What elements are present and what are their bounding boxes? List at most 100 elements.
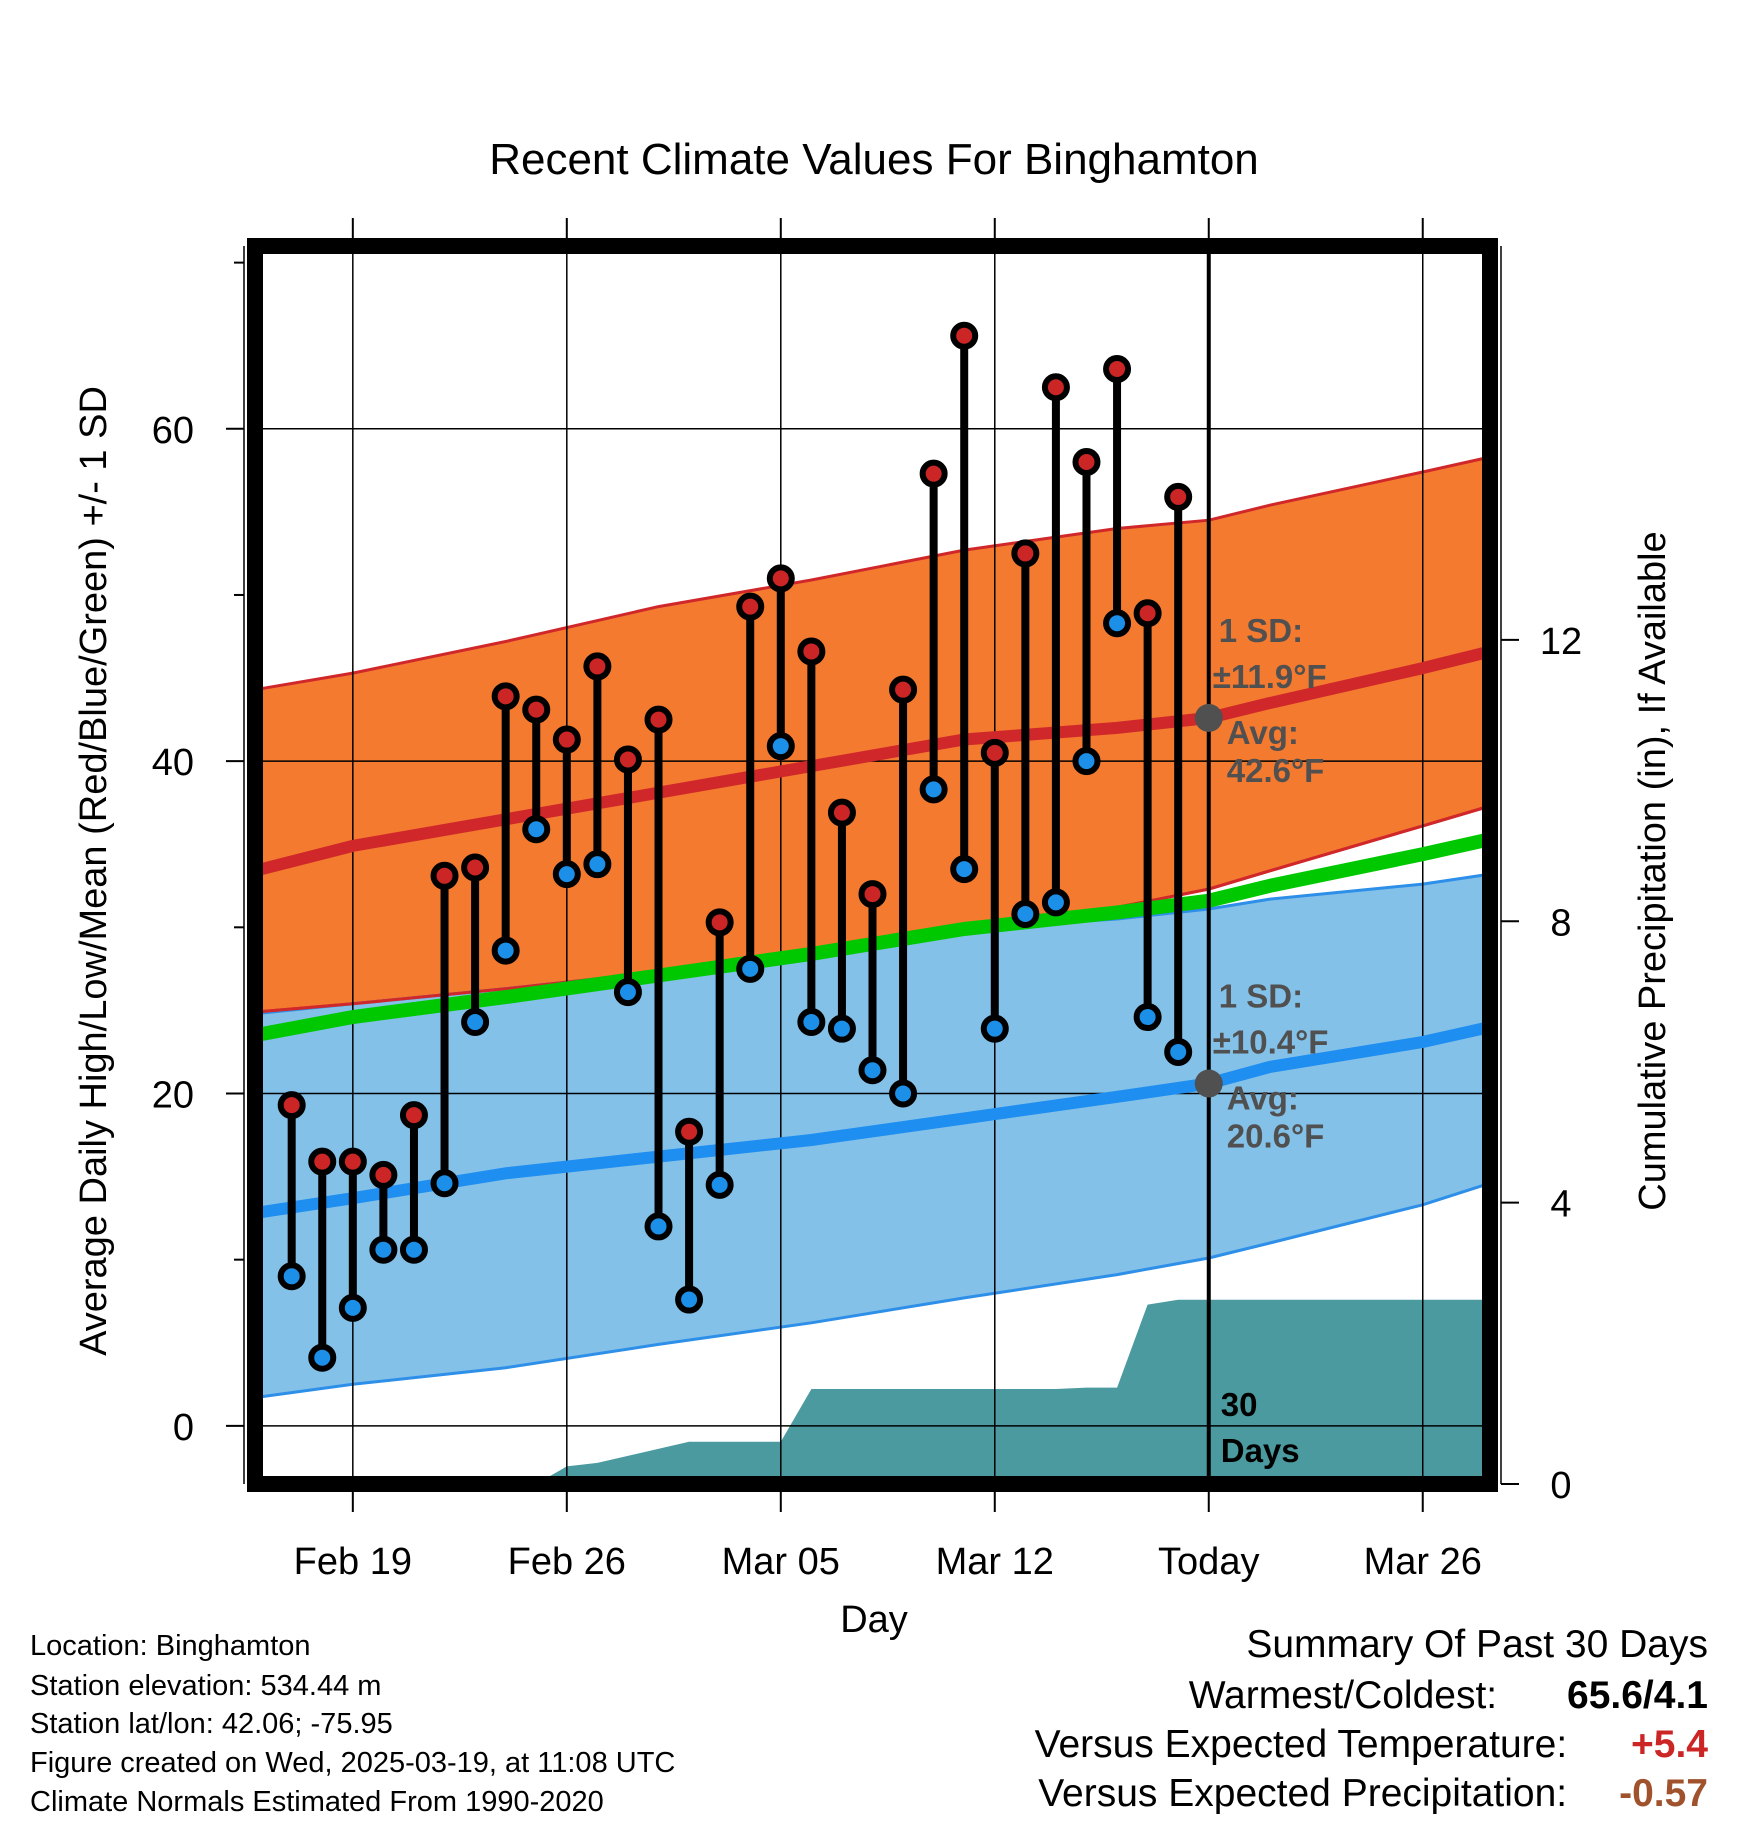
low-avg-label: Avg: xyxy=(1227,1080,1299,1117)
day-observation xyxy=(308,1147,337,1372)
high-point xyxy=(858,880,887,909)
day-observation xyxy=(919,459,948,804)
high-point xyxy=(277,1091,306,1120)
day-observation xyxy=(277,1091,306,1291)
summary-precip: Versus Expected Precipitation: -0.57 xyxy=(1038,1772,1708,1816)
high-point xyxy=(308,1147,337,1176)
high-point xyxy=(583,652,612,681)
info-elevation: Station elevation: 534.44 m xyxy=(30,1670,382,1702)
day-observation xyxy=(399,1101,428,1264)
high-point xyxy=(491,682,520,711)
x-tick-label: Mar 12 xyxy=(936,1541,1054,1583)
axes: 0 20 40 60 0 4 8 12 Feb 19 Feb 26 Mar 05 Mar 12 Toda… xyxy=(152,218,1582,1583)
x-tick-label: Mar 26 xyxy=(1364,1541,1482,1583)
high-point xyxy=(338,1147,367,1176)
x-axis-label: Day xyxy=(840,1599,908,1641)
day-observation xyxy=(491,682,520,965)
low-point xyxy=(308,1343,337,1372)
day-observation xyxy=(797,637,826,1037)
low-avg-value: 20.6°F xyxy=(1227,1118,1325,1155)
low-point xyxy=(552,860,581,889)
day-observation xyxy=(675,1117,704,1314)
summary-warm-cold: Warmest/Coldest: 65.6/4.1 xyxy=(1189,1674,1708,1718)
summary-precip-label: Versus Expected Precipitation: xyxy=(1038,1772,1568,1815)
low-point xyxy=(980,1014,1009,1043)
high-point xyxy=(644,705,673,734)
info-created: Figure created on Wed, 2025-03-19, at 11… xyxy=(30,1747,676,1779)
low-point xyxy=(1103,609,1132,638)
low-point xyxy=(522,815,551,844)
high-point xyxy=(827,798,856,827)
x-tick-label: Mar 05 xyxy=(722,1541,840,1583)
day-observation xyxy=(766,564,795,761)
summary-precip-value: -0.57 xyxy=(1619,1772,1708,1815)
x-tick-label: Feb 19 xyxy=(294,1541,412,1583)
y2-tick-label: 8 xyxy=(1550,902,1571,944)
day-observation xyxy=(1133,599,1162,1032)
high-point xyxy=(1072,448,1101,477)
low-point xyxy=(1011,900,1040,929)
y-tick-label: 20 xyxy=(152,1074,194,1116)
high-point xyxy=(797,637,826,666)
high-avg-marker xyxy=(1194,703,1223,732)
high-point xyxy=(369,1160,398,1189)
day-observation xyxy=(461,853,490,1037)
high-point xyxy=(736,592,765,621)
chart-title: Recent Climate Values For Binghamton xyxy=(489,135,1259,184)
day-observation xyxy=(827,798,856,1043)
summary-temp-value: +5.4 xyxy=(1631,1723,1708,1766)
x-tick-label: Today xyxy=(1158,1541,1259,1583)
info-normals: Climate Normals Estimated From 1990-2020 xyxy=(30,1786,604,1818)
daily-observations xyxy=(277,321,1193,1372)
high-point xyxy=(919,459,948,488)
summary-warm-cold-label: Warmest/Coldest: xyxy=(1188,1674,1498,1717)
low-point xyxy=(827,1014,856,1043)
day-observation xyxy=(1164,482,1193,1066)
low-point xyxy=(1072,747,1101,776)
low-sd-lower-edge xyxy=(254,1181,1491,1400)
day-observation xyxy=(1072,448,1101,776)
y-tick-label: 60 xyxy=(152,410,194,452)
high-point xyxy=(705,908,734,937)
low-sd-label: 1 SD: xyxy=(1219,978,1303,1015)
low-point xyxy=(369,1235,398,1264)
y2-tick-label: 4 xyxy=(1550,1184,1571,1226)
high-point xyxy=(1041,373,1070,402)
precip-area xyxy=(255,1299,1490,1484)
y-tick-label: 40 xyxy=(152,742,194,784)
low-sd-value: ±10.4°F xyxy=(1213,1024,1329,1061)
day-observation xyxy=(338,1147,367,1322)
low-avg-marker xyxy=(1194,1069,1223,1098)
day-observation xyxy=(644,705,673,1241)
high-point xyxy=(399,1101,428,1130)
summary-temp-label: Versus Expected Temperature: xyxy=(1034,1723,1568,1766)
summary-title: Summary Of Past 30 Days xyxy=(1246,1623,1708,1666)
plot-border xyxy=(247,238,1498,1492)
low-point xyxy=(430,1169,459,1198)
low-point xyxy=(399,1235,428,1264)
y2-tick-label: 12 xyxy=(1540,621,1582,663)
low-point xyxy=(797,1008,826,1037)
low-point xyxy=(1164,1037,1193,1066)
high-point xyxy=(1103,354,1132,383)
low-point xyxy=(736,954,765,983)
day-observation xyxy=(522,695,551,844)
low-point xyxy=(277,1262,306,1291)
low-point xyxy=(766,732,795,761)
day-observation xyxy=(705,908,734,1199)
high-point xyxy=(1011,539,1040,568)
low-point xyxy=(919,775,948,804)
high-avg-value: 42.6°F xyxy=(1227,752,1325,789)
high-sd-value: ±11.9°F xyxy=(1213,658,1327,695)
avg-mean-line xyxy=(253,832,1492,1043)
day-observation xyxy=(583,652,612,879)
day-observation xyxy=(858,880,887,1085)
y2-axis-label: Cumulative Precipitation (in), If Availa… xyxy=(1632,531,1674,1210)
low-point xyxy=(675,1285,704,1314)
summary-warm-cold-value: 65.6/4.1 xyxy=(1567,1674,1708,1717)
summary-temp: Versus Expected Temperature: +5.4 xyxy=(1035,1723,1708,1767)
day-observation xyxy=(980,738,1009,1043)
high-point xyxy=(522,695,551,724)
